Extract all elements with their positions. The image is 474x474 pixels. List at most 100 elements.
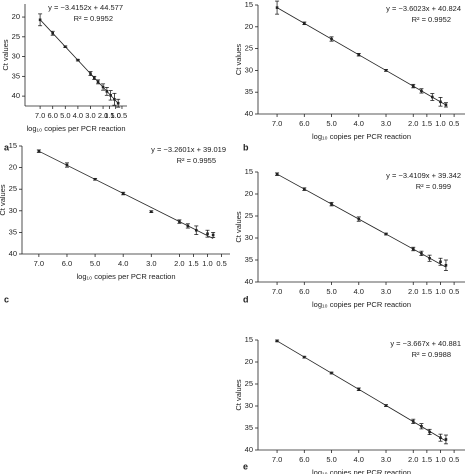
point — [105, 90, 109, 93]
equation: y = −3.6023x + 40.824 — [386, 4, 461, 13]
x-tick-label: 6.0 — [299, 287, 309, 296]
point — [384, 404, 388, 407]
r-squared: R² = 0.9988 — [412, 350, 451, 359]
y-tick-label: 25 — [9, 184, 17, 193]
x-axis-label: log₁₀ copies per PCR reaction — [312, 468, 411, 474]
y-tick-label: 35 — [9, 227, 17, 236]
y-tick-label: 25 — [245, 379, 253, 388]
point — [439, 260, 442, 264]
x-tick-label: 7.0 — [272, 287, 282, 296]
panel-label: d — [243, 294, 249, 304]
y-tick-label: 15 — [9, 141, 17, 150]
y-tick-label: 35 — [245, 423, 253, 432]
point — [411, 84, 415, 88]
y-tick-label: 30 — [9, 206, 17, 215]
y-tick-label: 15 — [245, 335, 253, 344]
x-tick-label: 7.0 — [272, 455, 282, 464]
x-tick-label: 6.0 — [299, 455, 309, 464]
y-tick-label: 35 — [245, 87, 253, 96]
x-tick-label: 5.0 — [90, 259, 100, 268]
equation: y = −3.4109x + 39.342 — [386, 171, 461, 180]
point — [76, 58, 80, 62]
point — [37, 149, 41, 153]
panel-label: c — [4, 294, 9, 304]
y-tick-label: 25 — [245, 211, 253, 220]
point — [63, 45, 67, 48]
point — [93, 177, 97, 181]
x-tick-label: 4.0 — [354, 119, 364, 128]
point — [149, 210, 153, 213]
y-tick-label: 25 — [245, 44, 253, 53]
y-axis-label: Ct values — [234, 44, 243, 76]
x-axis-label: log₁₀ copies per PCR reaction — [312, 300, 411, 309]
point — [116, 101, 120, 105]
point — [444, 263, 448, 267]
y-tick-label: 40 — [245, 109, 253, 118]
x-tick-label: 0.5 — [216, 259, 226, 268]
point — [431, 95, 434, 99]
x-tick-label: 4.0 — [354, 455, 364, 464]
point — [411, 420, 415, 423]
point — [330, 37, 333, 41]
point — [420, 424, 423, 428]
point — [194, 228, 198, 232]
r-squared: R² = 0.9955 — [177, 156, 216, 165]
point — [357, 217, 361, 221]
point — [420, 89, 423, 93]
point — [444, 103, 448, 107]
point — [186, 224, 190, 228]
x-tick-label: 1.0 — [202, 259, 212, 268]
x-tick-label: 7.0 — [34, 259, 44, 268]
x-tick-label: 2.0 — [408, 119, 418, 128]
x-tick-label: 2.0 — [408, 455, 418, 464]
x-axis-label: log₁₀ copies per PCR reaction — [26, 124, 125, 133]
point — [38, 18, 42, 22]
x-tick-label: 0.5 — [449, 455, 459, 464]
point — [357, 53, 361, 57]
point — [178, 220, 181, 223]
x-tick-label: 6.0 — [299, 119, 309, 128]
x-tick-label: 1.0 — [435, 287, 445, 296]
x-tick-label: 4.0 — [118, 259, 128, 268]
x-tick-label: 5.0 — [60, 111, 70, 120]
x-tick-label: 0.5 — [449, 119, 459, 128]
point — [330, 202, 333, 206]
x-tick-label: 3.0 — [381, 287, 391, 296]
x-tick-label: 3.0 — [381, 119, 391, 128]
point — [303, 22, 306, 25]
x-tick-label: 5.0 — [326, 287, 336, 296]
point — [439, 436, 442, 439]
y-axis-label: Ct values — [1, 39, 10, 71]
x-tick-label: 1.5 — [104, 111, 114, 120]
point — [428, 256, 431, 260]
x-tick-label: 2.0 — [174, 259, 184, 268]
x-tick-label: 2.0 — [98, 111, 108, 120]
y-tick-label: 35 — [12, 71, 20, 80]
point — [275, 6, 279, 9]
point — [420, 252, 423, 255]
x-tick-label: 0.5 — [449, 287, 459, 296]
x-tick-label: 3.0 — [381, 455, 391, 464]
point — [303, 355, 306, 359]
x-tick-label: 3.0 — [85, 111, 95, 120]
panel-label: e — [243, 461, 248, 471]
y-tick-label: 20 — [245, 22, 253, 31]
y-tick-label: 20 — [12, 12, 20, 21]
point — [428, 430, 431, 434]
point — [96, 80, 100, 84]
y-axis-label: Ct values — [0, 184, 7, 216]
x-tick-label: 1.5 — [188, 259, 198, 268]
y-tick-label: 30 — [245, 65, 253, 74]
point — [411, 247, 415, 251]
y-tick-label: 40 — [9, 249, 17, 258]
equation: y = −3.2601x + 39.019 — [151, 145, 226, 154]
x-tick-label: 1.5 — [422, 455, 432, 464]
x-tick-label: 4.0 — [73, 111, 83, 120]
r-squared: R² = 0.9952 — [74, 14, 113, 23]
y-tick-label: 30 — [12, 52, 20, 61]
equation: y = −3.4152x + 44.577 — [48, 3, 123, 12]
